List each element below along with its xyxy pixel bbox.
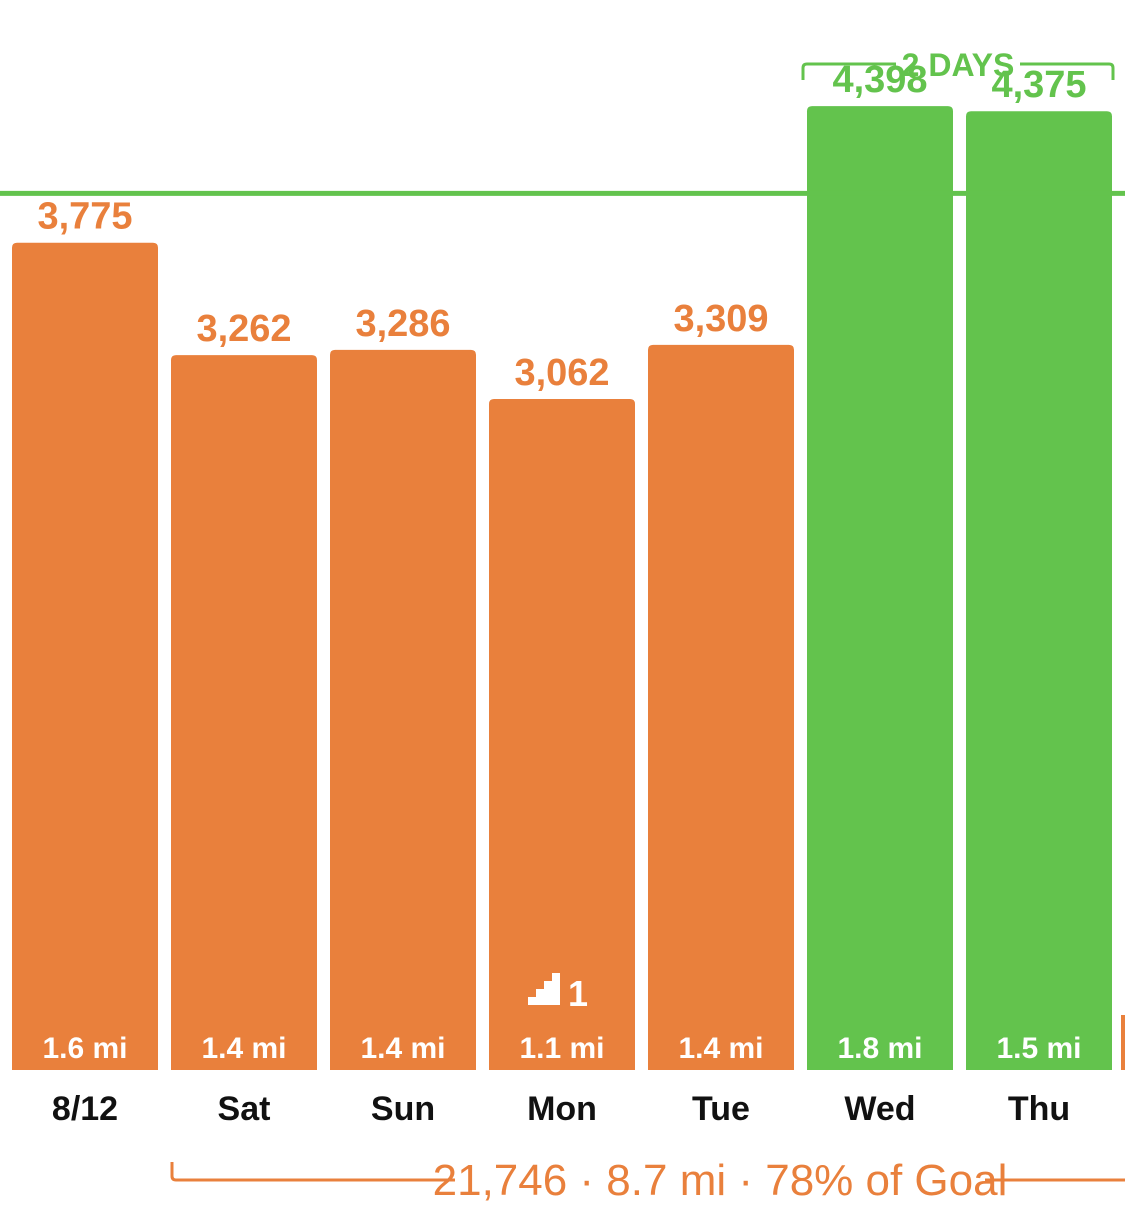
labels-group: 3,775 1.6 mi 8/12 3,262 1.4 mi Sat 3,286 1.4 mi… (37, 59, 1086, 1128)
bar-next-partial (1121, 1015, 1125, 1070)
bar-thu (966, 111, 1112, 1071)
category-label: 8/12 (52, 1090, 118, 1128)
streak-label: 2 DAYS (902, 47, 1015, 83)
category-label: Wed (844, 1090, 915, 1128)
bar-mon (489, 398, 635, 1070)
value-label: 4,375 (991, 64, 1086, 106)
category-label: Tue (692, 1090, 750, 1128)
summary-bracket-left (170, 1162, 455, 1182)
bar-sun (330, 349, 476, 1070)
value-label: 4,398 (832, 59, 927, 101)
distance-label: 1.8 mi (837, 1032, 922, 1065)
value-label: 3,062 (514, 352, 609, 394)
bar-tue (648, 344, 794, 1070)
category-label: Sat (218, 1090, 271, 1128)
bar-8-12 (12, 242, 158, 1070)
stairs-annotation: 1 (528, 973, 588, 1014)
value-label: 3,309 (673, 298, 768, 340)
bar-sat (171, 355, 317, 1070)
streak-bracket (801, 62, 1115, 80)
category-label: Mon (527, 1090, 597, 1128)
bars-group (12, 106, 1125, 1071)
category-label: Thu (1008, 1090, 1070, 1128)
summary-annotation: 21,746 · 8.7 mi · 78% of Goal (170, 1156, 1125, 1205)
summary-label: 21,746 · 8.7 mi · 78% of Goal (433, 1156, 1008, 1205)
value-label: 3,262 (196, 308, 291, 350)
distance-label: 1.5 mi (996, 1032, 1081, 1065)
stairs-count: 1 (568, 973, 588, 1014)
category-label: Sun (371, 1090, 435, 1128)
distance-label: 1.4 mi (360, 1032, 445, 1065)
value-label: 3,286 (355, 303, 450, 345)
distance-label: 1.6 mi (42, 1032, 127, 1065)
stairs-icon (528, 973, 560, 1005)
distance-label: 1.1 mi (519, 1032, 604, 1065)
distance-label: 1.4 mi (678, 1032, 763, 1065)
bar-wed (807, 106, 953, 1070)
distance-label: 1.4 mi (201, 1032, 286, 1065)
value-label: 3,775 (37, 196, 132, 238)
streak-annotation: 2 DAYS (801, 47, 1115, 83)
